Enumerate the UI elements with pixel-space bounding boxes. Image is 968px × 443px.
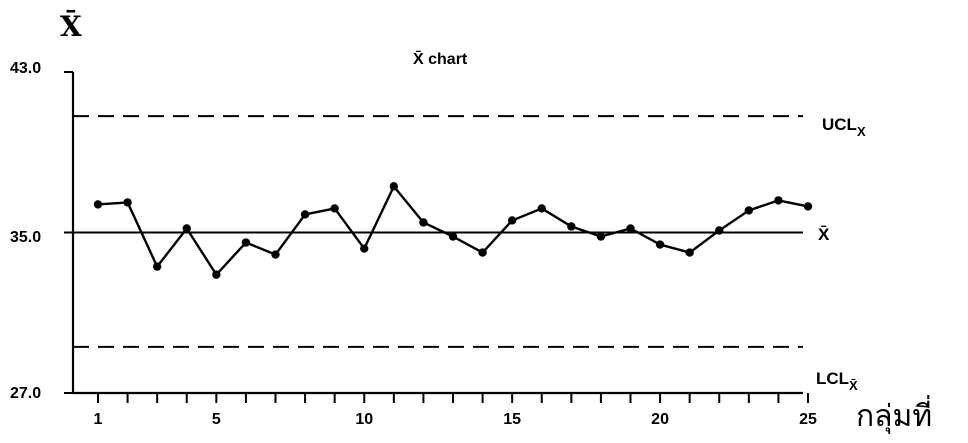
data-point	[626, 224, 635, 233]
y-tick-label-35: 35.0	[10, 229, 41, 246]
x-tick-label: 1	[94, 411, 103, 428]
y-axis-label: X̄	[60, 9, 82, 43]
data-point	[389, 182, 399, 191]
data-point	[448, 232, 458, 241]
data-point	[744, 206, 754, 215]
data-point	[803, 202, 813, 211]
ucl-label: UCLX	[822, 115, 866, 139]
data-point	[419, 218, 428, 227]
x-axis-label: กลุ่มที่	[856, 395, 932, 435]
data-point	[241, 238, 251, 247]
data-point	[596, 232, 606, 241]
data-point	[655, 240, 665, 249]
data-point	[300, 210, 310, 219]
center-line-label: X̄	[818, 225, 830, 244]
data-point	[507, 216, 517, 225]
data-point	[271, 250, 280, 259]
x-tick-label: 15	[503, 411, 521, 428]
data-point	[685, 248, 694, 257]
data-point	[330, 204, 339, 213]
data-point	[182, 224, 191, 233]
data-point	[123, 198, 132, 207]
data-point	[537, 204, 546, 213]
data-point	[478, 248, 487, 257]
data-point	[93, 200, 103, 209]
chart-title: X̄ chart	[413, 49, 468, 68]
data-point	[715, 226, 724, 235]
data-point	[360, 244, 369, 253]
y-tick-label-43: 43.0	[10, 60, 41, 77]
series-line	[97, 185, 809, 276]
x-tick-label: 20	[651, 411, 669, 428]
svg-text:LCLX̄: LCLX̄	[816, 369, 858, 393]
x-tick-label: 25	[799, 411, 817, 428]
y-tick-label-27: 27.0	[10, 385, 41, 402]
data-point	[774, 196, 783, 205]
data-point	[152, 262, 162, 271]
lcl-label: LCLX̄	[816, 369, 858, 393]
x-tick-label: 10	[355, 411, 373, 428]
x-tick-label: 5	[212, 411, 221, 428]
svg-text:UCLX: UCLX	[822, 115, 866, 139]
data-point	[567, 222, 576, 231]
data-point	[212, 270, 221, 279]
